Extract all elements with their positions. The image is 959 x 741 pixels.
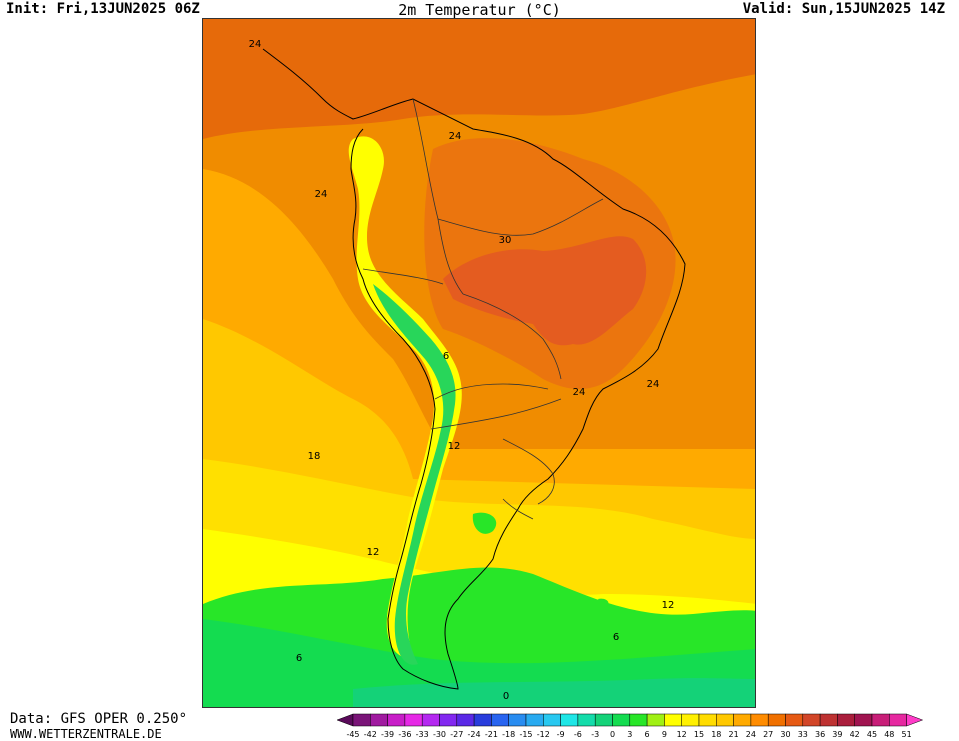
warm-region-27 bbox=[424, 138, 676, 389]
colorbar-tick-label: 30 bbox=[780, 730, 790, 739]
colorbar-box bbox=[767, 713, 786, 727]
colorbar-box bbox=[612, 713, 631, 727]
colorbar-arrow-left bbox=[336, 713, 354, 727]
colorbar-box bbox=[543, 713, 561, 727]
contour-label: 30 bbox=[499, 235, 512, 246]
colorbar-tick-label: -33 bbox=[416, 730, 429, 739]
map-title: 2m Temperatur (°C) bbox=[398, 1, 561, 19]
colorbar-box bbox=[733, 713, 752, 727]
colorbar-box bbox=[473, 713, 492, 727]
colorbar-tick-label: 9 bbox=[662, 730, 667, 739]
colorbar-tick-label: -18 bbox=[502, 730, 515, 739]
contour-label: 24 bbox=[449, 131, 462, 142]
colorbar-box bbox=[664, 713, 682, 727]
colorbar-tick-label: -6 bbox=[574, 730, 582, 739]
colorbar-tick-label: -42 bbox=[364, 730, 377, 739]
colorbar-box bbox=[525, 713, 544, 727]
contour-label: 12 bbox=[448, 441, 461, 452]
colorbar-tick-label: -27 bbox=[450, 730, 463, 739]
band-0 bbox=[353, 678, 755, 707]
colorbar-tick-label: 6 bbox=[645, 730, 650, 739]
colorbar-box bbox=[802, 713, 821, 727]
colorbar-box bbox=[560, 713, 579, 727]
colorbar-box bbox=[698, 713, 717, 727]
init-time-label: Init: Fri,13JUN2025 06Z bbox=[6, 1, 200, 17]
colorbar-box bbox=[629, 713, 648, 727]
contour-label: 18 bbox=[308, 451, 321, 462]
colorbar-arrow-right bbox=[906, 713, 924, 727]
colorbar-tick-label: 0 bbox=[610, 730, 615, 739]
colorbar-box bbox=[819, 713, 838, 727]
temperature-map-canvas: 24 24 24 30 6 24 24 12 18 12 12 6 6 0 bbox=[203, 19, 755, 707]
colorbar-tick-label: -39 bbox=[381, 730, 394, 739]
colorbar-tick-label: 12 bbox=[677, 730, 687, 739]
colorbar-box bbox=[370, 713, 388, 727]
colorbar-box bbox=[404, 713, 423, 727]
colorbar-box bbox=[594, 713, 613, 727]
colorbar-tick-label: 21 bbox=[729, 730, 739, 739]
colorbar-box bbox=[716, 713, 734, 727]
colorbar-box bbox=[352, 713, 371, 727]
colorbar-boxes bbox=[336, 713, 924, 727]
temperature-colorbar: -45 -42 -39 -36 -33 -30 -27 -24 -21 -18 -15 -12 -9 -6… bbox=[336, 713, 924, 739]
colorbar-box bbox=[681, 713, 700, 727]
colorbar-box bbox=[854, 713, 873, 727]
colorbar-tick-label: -30 bbox=[433, 730, 446, 739]
contour-label: 0 bbox=[503, 691, 509, 702]
colorbar-tick-label: -9 bbox=[557, 730, 565, 739]
website-label: WWW.WETTERZENTRALE.DE bbox=[10, 727, 162, 741]
country-borders bbox=[362, 98, 604, 520]
colorbar-tick-label: -21 bbox=[485, 730, 498, 739]
colorbar-tick-label: 3 bbox=[627, 730, 632, 739]
colorbar-tick-label: 27 bbox=[763, 730, 773, 739]
colorbar-box bbox=[837, 713, 855, 727]
colorbar-tick-label: 51 bbox=[902, 730, 912, 739]
colorbar-tick-label: -24 bbox=[468, 730, 481, 739]
colorbar-tick-label: 33 bbox=[798, 730, 808, 739]
contour-label: 24 bbox=[573, 387, 586, 398]
colorbar-tick-label: 45 bbox=[867, 730, 877, 739]
colorbar-box bbox=[871, 713, 890, 727]
colorbar-box bbox=[491, 713, 509, 727]
colorbar-ticks: -45 -42 -39 -36 -33 -30 -27 -24 -21 -18 -15 -12 -9 -6… bbox=[346, 730, 911, 739]
valid-time-label: Valid: Sun,15JUN2025 14Z bbox=[742, 1, 945, 17]
colorbar-tick-label: -36 bbox=[398, 730, 411, 739]
colorbar-tick-label: -15 bbox=[519, 730, 532, 739]
colorbar-box bbox=[456, 713, 475, 727]
contour-label: 6 bbox=[613, 632, 619, 643]
colorbar-tick-label: 42 bbox=[850, 730, 860, 739]
band-30-north bbox=[203, 19, 755, 139]
colorbar-tick-label: 48 bbox=[884, 730, 894, 739]
colorbar-box bbox=[508, 713, 527, 727]
contour-label: 24 bbox=[647, 379, 660, 390]
colorbar-box bbox=[646, 713, 665, 727]
colorbar-tick-label: 24 bbox=[746, 730, 756, 739]
colorbar-tick-label: 39 bbox=[832, 730, 842, 739]
andes-cool-strip bbox=[348, 136, 462, 659]
colorbar-box bbox=[750, 713, 769, 727]
colorbar-box bbox=[889, 713, 907, 727]
colorbar-tick-label: -45 bbox=[346, 730, 359, 739]
temperature-map: 24 24 24 30 6 24 24 12 18 12 12 6 6 0 bbox=[202, 18, 756, 708]
colorbar-box bbox=[387, 713, 406, 727]
colorbar-tick-label: 15 bbox=[694, 730, 704, 739]
data-source-label: Data: GFS OPER 0.250° bbox=[10, 711, 188, 727]
colorbar-tick-label: -3 bbox=[591, 730, 599, 739]
colorbar-tick-label: 18 bbox=[711, 730, 721, 739]
contour-label: 6 bbox=[443, 351, 449, 362]
colorbar-box bbox=[577, 713, 596, 727]
contour-label: 6 bbox=[296, 653, 302, 664]
contour-label: 24 bbox=[249, 39, 262, 50]
contour-label: 12 bbox=[662, 600, 675, 611]
contour-label: 12 bbox=[367, 547, 380, 558]
colorbar-tick-label: 36 bbox=[815, 730, 825, 739]
colorbar-box bbox=[421, 713, 440, 727]
colorbar-tick-label: -12 bbox=[537, 730, 550, 739]
colorbar-box bbox=[439, 713, 458, 727]
cold-spot-pampas bbox=[472, 512, 497, 534]
coastlines bbox=[262, 48, 686, 690]
cold-spot-ocean bbox=[598, 598, 609, 608]
colorbar-box bbox=[785, 713, 804, 727]
contour-label: 24 bbox=[315, 189, 328, 200]
